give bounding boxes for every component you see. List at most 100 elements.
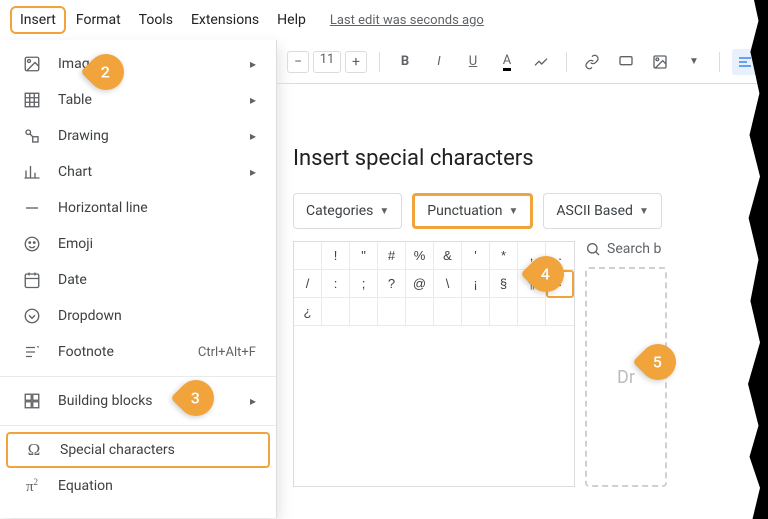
insert-dropdown: Image ▸ Table ▸ Drawing ▸ Chart ▸ Horizo… bbox=[0, 40, 277, 518]
footnote-icon bbox=[22, 342, 42, 362]
char-cell bbox=[434, 298, 462, 326]
char-cell bbox=[322, 298, 350, 326]
char-cell bbox=[518, 298, 546, 326]
menu-extensions[interactable]: Extensions bbox=[183, 8, 267, 32]
font-size-increase[interactable]: + bbox=[345, 51, 367, 73]
menu-item-label: Table bbox=[58, 92, 250, 108]
menu-item-drawing[interactable]: Drawing ▸ bbox=[0, 118, 276, 154]
caret-down-icon: ▼ bbox=[639, 206, 649, 217]
menu-item-label: Emoji bbox=[58, 236, 256, 252]
menu-item-label: Horizontal line bbox=[58, 200, 256, 216]
menu-insert[interactable]: Insert bbox=[10, 6, 66, 34]
char-cell[interactable]: # bbox=[378, 242, 406, 270]
char-cell[interactable]: & bbox=[434, 242, 462, 270]
chevron-right-icon: ▸ bbox=[250, 394, 256, 408]
menu-item-equation[interactable]: π2 Equation bbox=[0, 468, 276, 504]
menu-item-building-blocks[interactable]: Building blocks ▸ bbox=[0, 383, 276, 419]
menu-help[interactable]: Help bbox=[269, 8, 314, 32]
char-cell[interactable]: ' bbox=[462, 242, 490, 270]
char-cell[interactable]: ? bbox=[378, 270, 406, 298]
menu-item-label: Date bbox=[58, 272, 256, 288]
menu-item-label: Drawing bbox=[58, 128, 250, 144]
char-cell[interactable]: § bbox=[490, 270, 518, 298]
char-cell[interactable]: : bbox=[322, 270, 350, 298]
text-color-icon[interactable]: A bbox=[494, 49, 520, 75]
panel-btn-ascii-based[interactable]: ASCII Based ▼ bbox=[543, 193, 661, 229]
char-cell bbox=[490, 298, 518, 326]
menu-item-horizontal-line[interactable]: Horizontal line bbox=[0, 190, 276, 226]
font-size-control: − 11 + bbox=[287, 51, 367, 73]
char-cell[interactable]: / bbox=[294, 270, 322, 298]
panel-btn-label: Categories bbox=[306, 203, 373, 219]
comment-icon[interactable] bbox=[613, 49, 639, 75]
char-cell[interactable]: \ bbox=[434, 270, 462, 298]
chart-icon bbox=[22, 162, 42, 182]
menu-item-dropdown[interactable]: Dropdown bbox=[0, 298, 276, 334]
image-icon[interactable] bbox=[647, 49, 673, 75]
menu-item-table[interactable]: Table ▸ bbox=[0, 82, 276, 118]
last-edit-link[interactable]: Last edit was seconds ago bbox=[330, 13, 484, 28]
drawing-icon bbox=[22, 126, 42, 146]
caret-down-icon: ▼ bbox=[509, 206, 519, 217]
menu-item-chart[interactable]: Chart ▸ bbox=[0, 154, 276, 190]
char-cell bbox=[294, 242, 322, 270]
panel-btn-label: Punctuation bbox=[427, 203, 502, 219]
caret-down-icon: ▼ bbox=[379, 206, 389, 217]
menu-item-label: Special characters bbox=[60, 442, 254, 458]
menu-item-label: Building blocks bbox=[58, 393, 250, 409]
menu-item-emoji[interactable]: Emoji bbox=[0, 226, 276, 262]
panel-btn-punctuation[interactable]: Punctuation ▼ bbox=[412, 193, 533, 229]
shortcut: Ctrl+Alt+F bbox=[198, 345, 256, 360]
char-cell[interactable]: ; bbox=[350, 270, 378, 298]
menu-item-label: Equation bbox=[58, 478, 256, 494]
panel-controls: Categories ▼ Punctuation ▼ ASCII Based ▼ bbox=[293, 193, 723, 229]
special-chars-panel: Insert special characters Categories▼Pun… bbox=[293, 146, 723, 487]
dropdown-icon bbox=[22, 306, 42, 326]
chevron-right-icon: ▸ bbox=[250, 57, 256, 71]
menu-tools[interactable]: Tools bbox=[131, 8, 181, 32]
menu-item-date[interactable]: Date bbox=[0, 262, 276, 298]
char-cell[interactable]: ¿ bbox=[294, 298, 322, 326]
caret-icon[interactable]: ▼ bbox=[681, 49, 707, 75]
menu-item-label: Dropdown bbox=[58, 308, 256, 324]
link-icon[interactable] bbox=[579, 49, 605, 75]
char-cell bbox=[350, 298, 378, 326]
menu-item-label: Footnote bbox=[58, 344, 198, 360]
menu-item-image[interactable]: Image ▸ bbox=[0, 46, 276, 82]
char-cell[interactable]: * bbox=[490, 242, 518, 270]
toolbar: − 11 + B I U A ▼ bbox=[277, 40, 768, 84]
char-cell[interactable]: ! bbox=[322, 242, 350, 270]
highlight-icon[interactable] bbox=[528, 49, 554, 75]
menu-item-footnote[interactable]: Footnote Ctrl+Alt+F bbox=[0, 334, 276, 370]
menu-item-special-characters[interactable]: Ω Special characters bbox=[6, 432, 270, 468]
char-cell bbox=[378, 298, 406, 326]
right-pane: − 11 + B I U A ▼ Insert special characte… bbox=[277, 40, 768, 518]
panel-title: Insert special characters bbox=[293, 146, 723, 171]
panel-btn-label: ASCII Based bbox=[556, 203, 633, 219]
table-icon bbox=[22, 90, 42, 110]
chevron-right-icon: ▸ bbox=[250, 165, 256, 179]
date-icon bbox=[22, 270, 42, 290]
char-cell[interactable]: % bbox=[406, 242, 434, 270]
bold-icon[interactable]: B bbox=[392, 49, 418, 75]
hline-icon bbox=[22, 198, 42, 218]
omega-icon: Ω bbox=[24, 440, 44, 460]
menu-format[interactable]: Format bbox=[68, 8, 129, 32]
underline-icon[interactable]: U bbox=[460, 49, 486, 75]
italic-icon[interactable]: I bbox=[426, 49, 452, 75]
menu-item-label: Chart bbox=[58, 164, 250, 180]
image-icon bbox=[22, 54, 42, 74]
search-icon bbox=[585, 241, 601, 257]
char-cell bbox=[462, 298, 490, 326]
pi-icon: π2 bbox=[22, 476, 42, 496]
char-cell[interactable]: ¡ bbox=[462, 270, 490, 298]
chevron-right-icon: ▸ bbox=[250, 93, 256, 107]
font-size-decrease[interactable]: − bbox=[287, 51, 309, 73]
char-cell bbox=[406, 298, 434, 326]
blocks-icon bbox=[22, 391, 42, 411]
char-cell[interactable]: " bbox=[350, 242, 378, 270]
char-cell[interactable]: @ bbox=[406, 270, 434, 298]
menubar: Insert Format Tools Extensions Help Last… bbox=[0, 0, 768, 40]
font-size-input[interactable]: 11 bbox=[313, 51, 341, 73]
panel-btn-categories[interactable]: Categories ▼ bbox=[293, 193, 402, 229]
